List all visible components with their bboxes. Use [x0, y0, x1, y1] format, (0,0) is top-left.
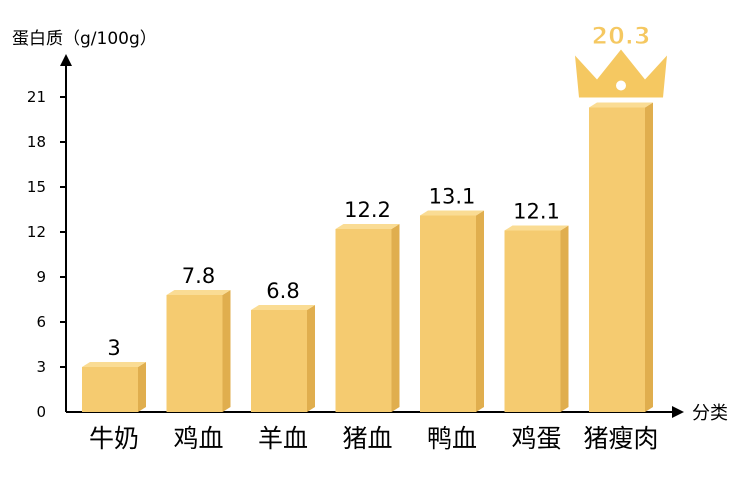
- bar-top-face: [251, 305, 315, 310]
- y-tick-label: 9: [36, 268, 46, 286]
- category-label: 猪血: [342, 424, 392, 453]
- bar-front-face: [504, 230, 561, 412]
- y-axis-ticks: 0 3 6 9 12 15 18 21: [27, 88, 66, 421]
- y-axis-title: 蛋白质（g/100g）: [12, 29, 157, 49]
- bar-top-face: [589, 102, 653, 108]
- category-label: 鸡血: [173, 424, 223, 453]
- bar-front-face: [420, 215, 476, 412]
- x-axis-title: 分类: [692, 403, 728, 424]
- bar-top-face: [504, 225, 569, 231]
- x-axis-arrow-icon: [672, 406, 684, 418]
- y-tick-label: 6: [36, 313, 46, 331]
- bar-value-label: 3: [107, 336, 120, 360]
- bar-side-face: [645, 102, 653, 412]
- category-label: 鸡蛋: [511, 424, 561, 453]
- category-label: 鸭血: [427, 424, 477, 453]
- y-axis-arrow-icon: [60, 54, 72, 66]
- x-axis-labels-group: 牛奶 鸡血 羊血 猪血 鸭血 鸡蛋 猪瘦肉: [89, 424, 659, 453]
- bar-value-label: 20.3: [591, 22, 650, 50]
- bar-front-face: [166, 295, 223, 412]
- bar: [82, 362, 146, 412]
- bar: [420, 210, 484, 412]
- bar-side-face: [560, 225, 569, 412]
- y-tick-label: 18: [27, 133, 46, 151]
- bar-value-label: 6.8: [266, 279, 299, 303]
- bar-front-face: [82, 367, 138, 412]
- bar-front-face: [589, 107, 645, 412]
- bar-value-label: 12.2: [344, 198, 391, 222]
- bar-value-label: 12.1: [513, 200, 560, 224]
- value-labels-group: 3 7.8 6.8 12.2 13.1 12.1 20.3: [107, 22, 651, 361]
- bar-top-face: [166, 290, 231, 295]
- crown-jewel: [616, 80, 626, 91]
- crown-icon: [575, 49, 667, 98]
- bars-group: [82, 102, 653, 412]
- bar-top-face: [335, 224, 400, 229]
- y-tick-label: 21: [27, 88, 46, 106]
- category-label: 猪瘦肉: [583, 424, 658, 453]
- bar: [251, 305, 315, 412]
- y-tick-label: 3: [36, 358, 46, 376]
- bar-value-label: 7.8: [182, 264, 215, 288]
- bar-side-face: [307, 305, 315, 412]
- bar-side-face: [222, 290, 231, 412]
- crown-shape: [575, 49, 667, 98]
- bar: [335, 224, 400, 412]
- y-tick-label: 15: [27, 178, 46, 196]
- bar-side-face: [391, 224, 400, 412]
- y-tick-label: 12: [27, 223, 46, 241]
- bar: [589, 102, 653, 412]
- category-label: 羊血: [258, 424, 308, 453]
- bar-front-face: [251, 310, 307, 412]
- category-label: 牛奶: [89, 424, 139, 453]
- bar-side-face: [476, 210, 484, 412]
- bar: [166, 290, 231, 412]
- bar-value-label: 13.1: [429, 185, 476, 209]
- bar-top-face: [420, 210, 484, 216]
- bar-top-face: [82, 362, 146, 367]
- bar: [504, 225, 569, 412]
- bar-side-face: [138, 362, 146, 412]
- bar-front-face: [335, 229, 392, 412]
- y-tick-label: 0: [36, 403, 46, 421]
